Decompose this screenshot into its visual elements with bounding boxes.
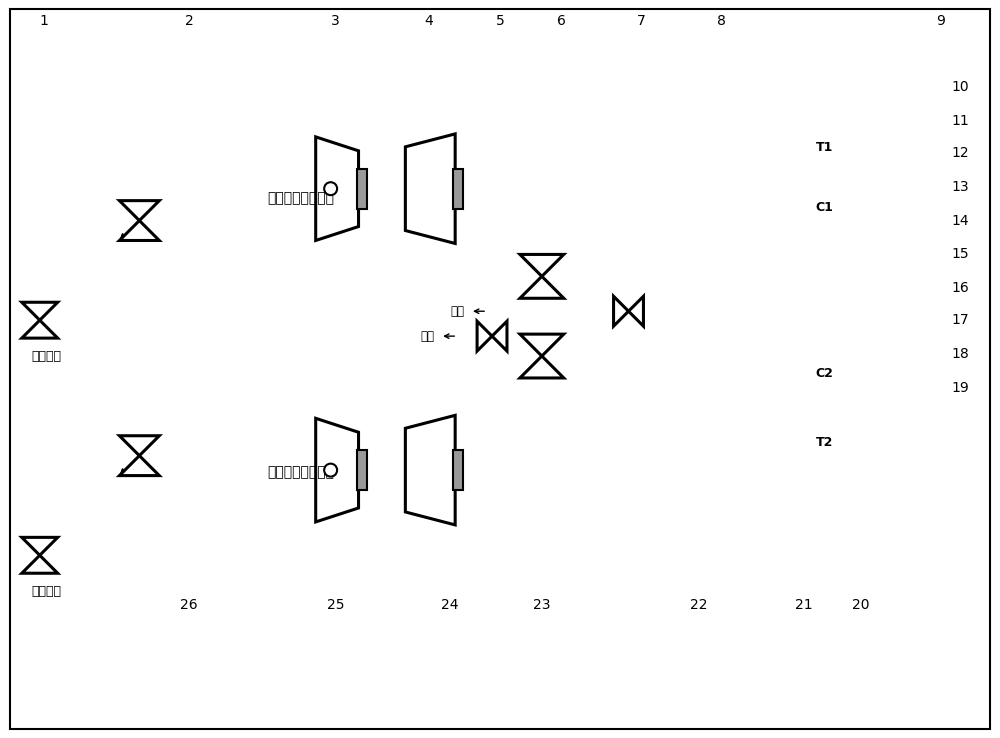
- Polygon shape: [22, 320, 58, 338]
- Bar: [357, 450, 367, 490]
- Bar: [773, 426, 789, 461]
- Text: 大气: 大气: [420, 330, 434, 342]
- Text: 12: 12: [951, 146, 969, 160]
- Bar: [453, 450, 463, 490]
- Polygon shape: [520, 356, 564, 378]
- Text: 15: 15: [951, 247, 969, 261]
- Text: 大气: 大气: [450, 305, 464, 318]
- Polygon shape: [119, 435, 159, 455]
- Text: 7: 7: [637, 14, 646, 28]
- Bar: [453, 169, 463, 209]
- Bar: [773, 131, 789, 166]
- Polygon shape: [22, 537, 58, 555]
- Text: 9: 9: [936, 14, 945, 28]
- Text: 25: 25: [327, 598, 344, 612]
- Bar: [787, 355, 862, 393]
- Circle shape: [324, 182, 337, 195]
- Text: 5: 5: [496, 14, 504, 28]
- Bar: [787, 189, 862, 227]
- Polygon shape: [119, 455, 159, 475]
- Polygon shape: [405, 415, 455, 525]
- Text: 17: 17: [951, 313, 969, 327]
- Bar: [787, 420, 862, 466]
- Text: 气源进气: 气源进气: [32, 585, 62, 599]
- Text: 10: 10: [951, 80, 969, 94]
- Text: 20: 20: [852, 598, 869, 612]
- Text: 21: 21: [795, 598, 813, 612]
- Circle shape: [324, 463, 337, 477]
- Text: 第二自循环试验台: 第二自循环试验台: [267, 466, 334, 480]
- Text: T2: T2: [816, 436, 833, 449]
- Bar: [773, 361, 789, 389]
- Bar: [773, 195, 789, 223]
- Text: 第一自循环试验台: 第一自循环试验台: [267, 192, 334, 206]
- Polygon shape: [629, 296, 643, 326]
- Text: 6: 6: [557, 14, 566, 28]
- Polygon shape: [492, 321, 507, 351]
- Text: 18: 18: [951, 347, 969, 361]
- Bar: [357, 169, 367, 209]
- Bar: [816, 283, 846, 296]
- Polygon shape: [520, 276, 564, 298]
- Text: 14: 14: [951, 213, 969, 227]
- Text: 3: 3: [331, 14, 340, 28]
- Polygon shape: [614, 296, 629, 326]
- Text: 19: 19: [951, 381, 969, 395]
- Text: 11: 11: [951, 114, 969, 128]
- Text: 1: 1: [39, 14, 48, 28]
- Polygon shape: [316, 418, 359, 522]
- Text: 2: 2: [185, 14, 194, 28]
- Polygon shape: [22, 555, 58, 573]
- Text: C1: C1: [815, 201, 833, 214]
- Text: T1: T1: [816, 142, 833, 154]
- Text: 4: 4: [424, 14, 433, 28]
- Text: 23: 23: [533, 598, 551, 612]
- Bar: [787, 125, 862, 170]
- Text: 26: 26: [180, 598, 198, 612]
- Text: 22: 22: [690, 598, 708, 612]
- Polygon shape: [520, 334, 564, 356]
- Polygon shape: [520, 255, 564, 276]
- Polygon shape: [477, 321, 492, 351]
- Text: 16: 16: [951, 281, 969, 295]
- Polygon shape: [316, 137, 359, 241]
- Text: 24: 24: [441, 598, 459, 612]
- Polygon shape: [119, 201, 159, 221]
- Text: 气源进气: 气源进气: [32, 350, 62, 363]
- Text: 8: 8: [717, 14, 726, 28]
- Text: C2: C2: [815, 368, 833, 381]
- Polygon shape: [22, 303, 58, 320]
- Text: 13: 13: [951, 179, 969, 193]
- Polygon shape: [119, 221, 159, 241]
- Polygon shape: [405, 134, 455, 244]
